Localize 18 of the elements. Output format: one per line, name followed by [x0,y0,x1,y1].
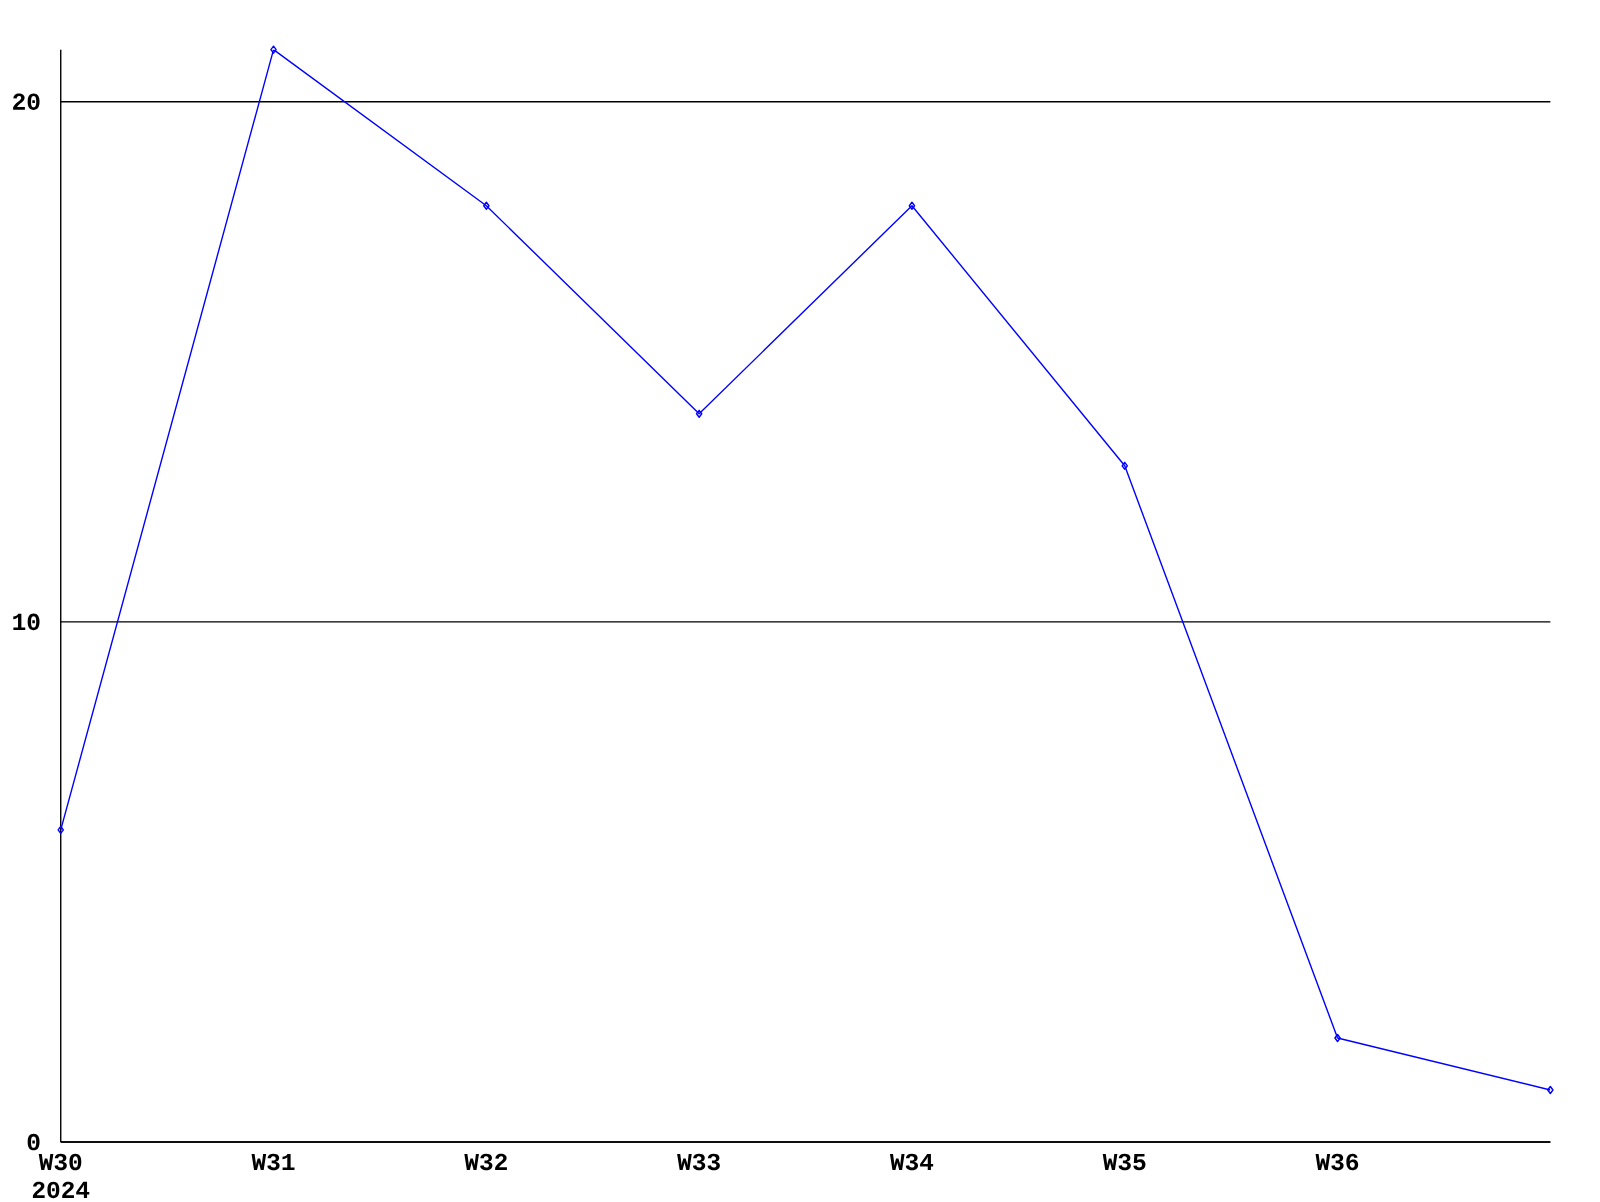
point [1547,1085,1554,1095]
x-tick-label: W36 [1315,1153,1359,1171]
y-tick-label: 0 [27,1133,40,1151]
x-tick-label: W34 [889,1153,934,1171]
x-tick-label: W32 [464,1153,507,1171]
point [908,201,916,211]
x-tick-label: W35 [1102,1153,1146,1171]
x-tick-label: W33 [677,1153,720,1171]
y-tick-label: 10 [13,613,40,631]
point [1334,1033,1341,1043]
point [695,409,703,419]
point [483,201,490,211]
point [270,45,277,55]
x-tick-label: W31 [251,1153,295,1171]
point [1121,461,1129,471]
x-tick-label: W30 2024 [32,1153,90,1199]
y-tick-label: 20 [13,93,40,111]
point [57,825,65,835]
